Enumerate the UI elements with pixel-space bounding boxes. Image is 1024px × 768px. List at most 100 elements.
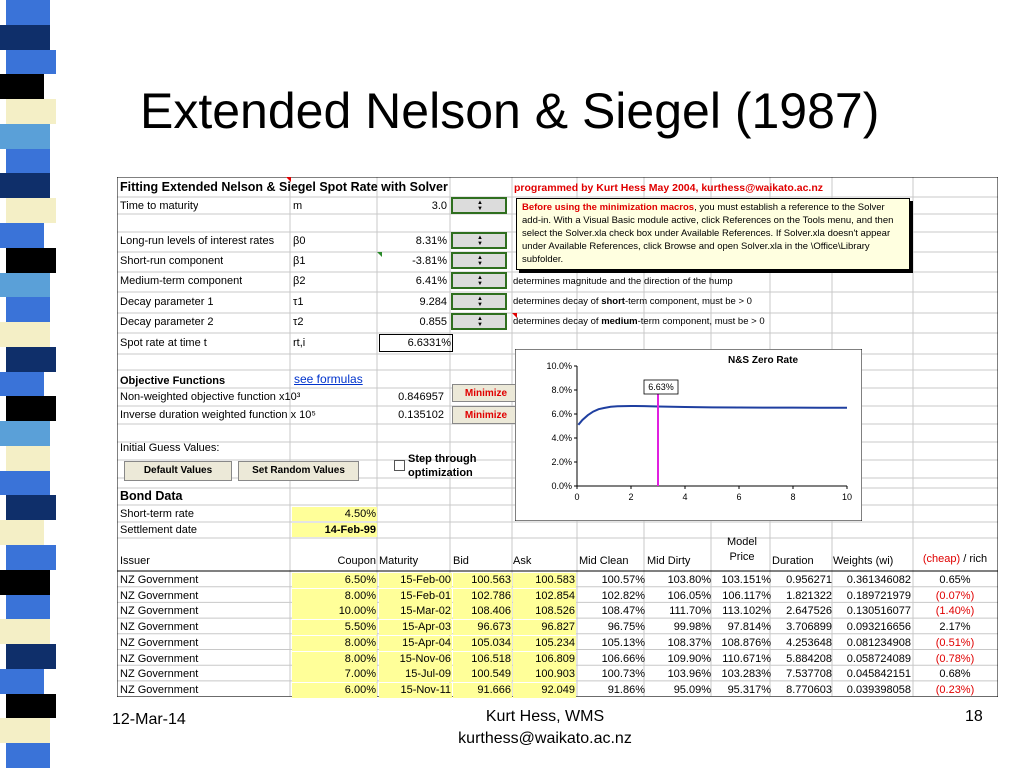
column-header: Weights (wi) [833,555,894,567]
spinner-beta2[interactable]: ▲ ▼ [451,272,507,289]
minimize-button-2[interactable]: Minimize [452,406,520,424]
spinner-beta0[interactable]: ▲ ▼ [451,232,507,249]
spinner-time-to-maturity[interactable]: ▲ ▼ [451,197,507,214]
objective1-value: 0.846957 [398,391,444,403]
set-random-values-button[interactable]: Set Random Values [238,461,359,481]
short-term-rate-label: Short-term rate [120,508,194,520]
bond-value-cell: 0.039398058 [846,683,911,696]
bond-value-cell: 96.75% [607,621,645,634]
stripe-block [0,421,50,446]
bond-value-cell: 106.66% [601,652,645,665]
bond-value-cell: 8.00% [292,651,377,667]
bond-value-cell: 108.37% [667,636,711,649]
bond-value-cell: 4.253648 [786,636,832,649]
bond-value-cell: 103.96% [667,668,711,681]
y-tick-label: 4.0% [551,433,572,443]
stripe-block [6,99,56,124]
bond-value-cell: 95.317% [727,683,771,696]
bond-issuer-cell: NZ Government [120,683,199,696]
stripe-block [0,718,50,744]
zero-rate-chart: N&S Zero Rate 0.0% 2.0% 4.0% 6.0% 8.0% 10.0% 0 2… [515,349,862,521]
column-header: Bid [453,555,469,567]
stripe-block [0,74,44,100]
stripe-block [0,322,50,347]
bond-value-cell: 108.406 [453,604,512,620]
initial-guess-label: Initial Guess Values: [120,442,220,454]
bond-value-cell: 0.093216656 [846,621,911,634]
bond-issuer-cell: NZ Government [120,589,199,602]
param-value[interactable]: 6.41% [415,275,447,287]
bond-value-cell: (0.51%) [935,636,975,649]
param-value[interactable]: 3.0 [431,200,447,212]
bond-value-cell: 0.045842151 [846,668,911,681]
bond-value-cell: 0.081234908 [846,636,911,649]
bond-value-cell: 0.68% [939,668,971,681]
solver-comment: Before using the minimization macros, yo… [516,198,910,270]
bond-value-cell: 96.673 [453,620,512,636]
bond-value-cell: 105.034 [453,635,512,651]
bond-value-cell: 0.130516077 [846,605,911,618]
bond-value-cell: 106.117% [722,589,771,602]
param-value[interactable]: 9.284 [419,296,447,308]
stripe-block [6,396,56,422]
minimize-button-1[interactable]: Minimize [452,384,520,402]
bond-value-cell: 100.73% [601,668,645,681]
bond-value-cell: 0.058724089 [846,652,911,665]
page-number: 18 [965,708,983,725]
param-symbol: τ2 [293,316,304,328]
x-tick-label: 4 [682,492,687,502]
stripe-block [0,123,50,149]
sheet-heading: Fitting Extended Nelson & Siegel Spot Ra… [120,180,448,194]
default-values-button[interactable]: Default Values [124,461,232,481]
settlement-date-value[interactable]: 14-Feb-99 [292,523,377,537]
step-through-checkbox[interactable] [394,460,405,471]
param-label: Decay parameter 1 [120,296,214,308]
stripe-block [0,222,44,248]
footer-date: 12-Mar-14 [112,711,186,728]
param-symbol: m [293,200,303,212]
see-formulas-link[interactable]: see formulas [294,372,363,386]
stripe-block [6,594,50,620]
bond-value-cell: 100.563 [453,573,512,588]
bond-value-cell: 15-Apr-04 [379,635,452,651]
bond-issuer-cell: NZ Government [120,621,199,634]
param-value[interactable]: 8.31% [415,235,447,247]
bond-value-cell: 91.86% [607,683,645,696]
param-value[interactable]: -3.81% [412,255,447,267]
spinner-tau2[interactable]: ▲ ▼ [451,313,507,330]
step-through-label: Step through optimization [408,453,477,479]
stripe-block [0,470,50,496]
bond-value-cell: 100.549 [453,667,512,683]
param-value[interactable]: 0.855 [419,316,447,328]
objective-heading: Objective Functions [120,375,226,387]
bond-value-cell: 106.518 [453,651,512,667]
spinner-tau1[interactable]: ▲ ▼ [451,293,507,310]
objective1-label: Non-weighted objective function x10³ [120,391,301,403]
stripe-block [0,619,50,645]
bond-value-cell: 113.102% [722,605,771,618]
slide-title: Extended Nelson & Siegel (1987) [140,83,880,139]
stripe-block [6,743,50,768]
x-tick-label: 2 [628,492,633,502]
stripe-block [6,148,50,174]
bond-value-cell: 7.00% [292,667,377,683]
bond-value-cell: 102.786 [453,588,512,604]
param-value[interactable]: 6.6331% [379,334,453,352]
column-header: Model Price [727,536,757,563]
bond-value-cell: 96.827 [513,620,576,636]
short-term-rate-value[interactable]: 4.50% [292,507,377,521]
bond-value-cell: 15-Nov-11 [379,682,452,698]
bond-value-cell: 0.956271 [786,574,832,586]
spinner-beta1[interactable]: ▲ ▼ [451,252,507,269]
bond-value-cell: (0.07%) [935,589,975,602]
stripe-block [0,272,50,298]
x-tick-label: 10 [842,492,852,502]
param-symbol: β2 [293,275,306,287]
stripe-block [0,668,44,694]
zero-rate-line [577,404,847,426]
x-tick-label: 0 [574,492,579,502]
stripe-block [6,198,56,223]
bond-value-cell: 15-Mar-02 [379,604,452,620]
bond-value-cell: 15-Feb-01 [379,588,452,604]
stripe-block [6,247,56,273]
